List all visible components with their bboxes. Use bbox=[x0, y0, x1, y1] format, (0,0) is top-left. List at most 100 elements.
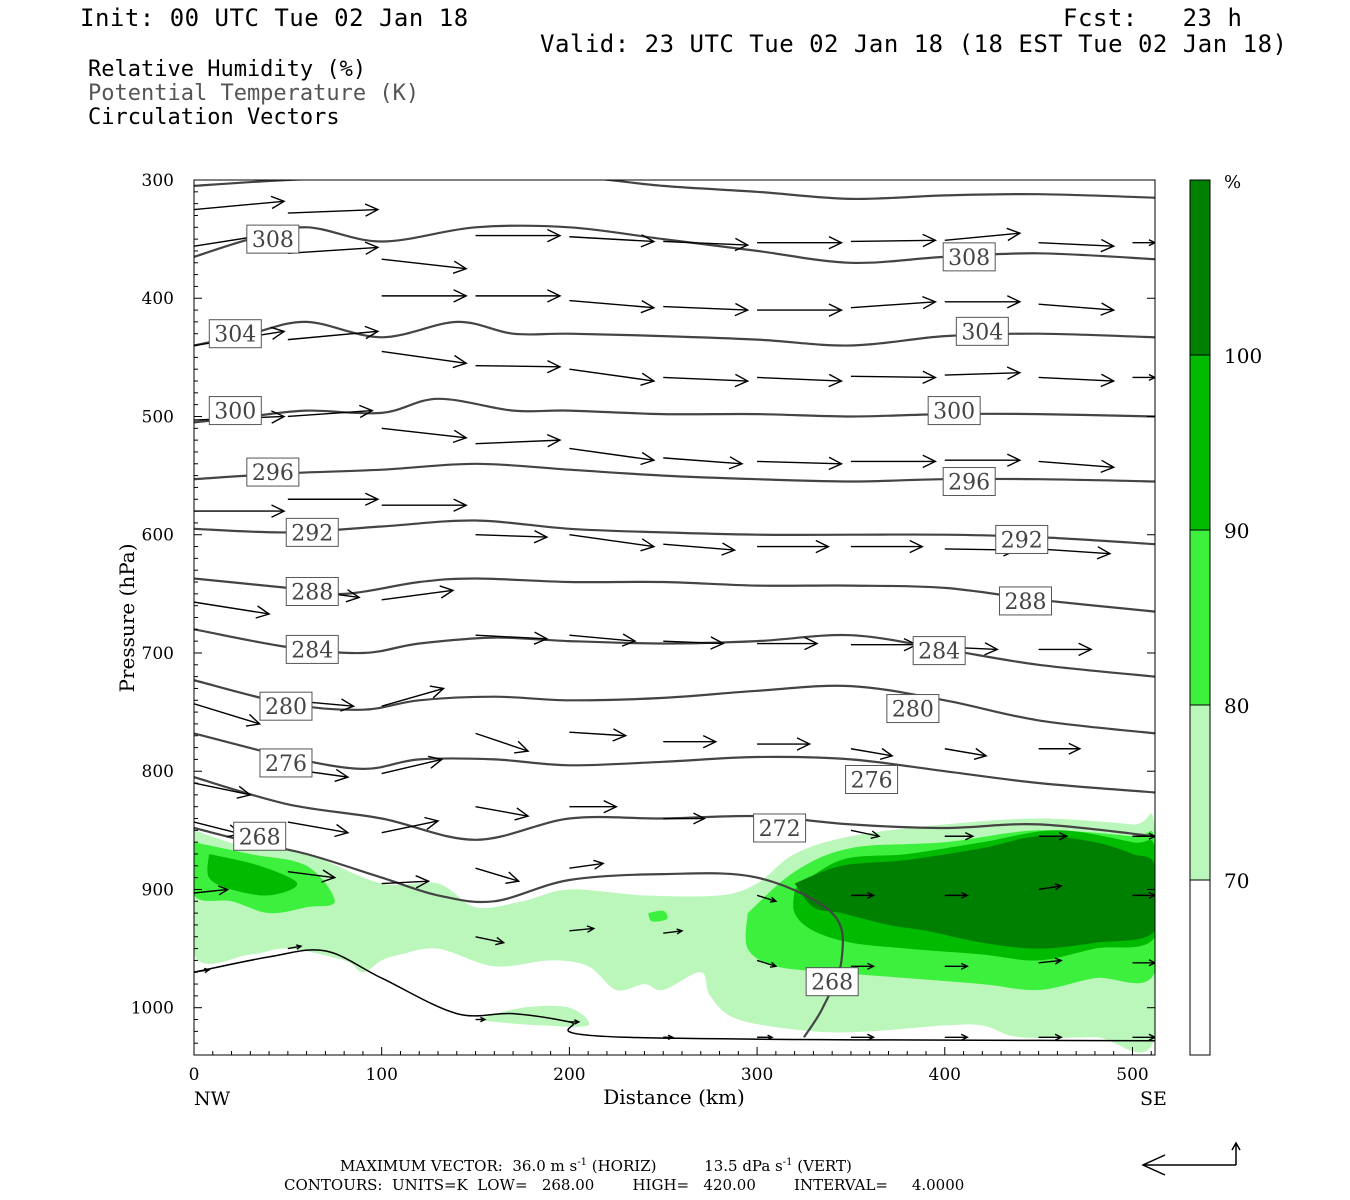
circulation-vector bbox=[569, 234, 656, 248]
reference-vertical-arrowhead bbox=[1231, 1141, 1241, 1151]
contour-label-layer: 308 308 304 304 300 300 296 296 292 292 288 288 284 2… bbox=[208, 224, 1052, 997]
theta-label-box bbox=[955, 316, 1009, 346]
theta-label-text: 296 bbox=[252, 461, 294, 486]
colorbar-segment bbox=[1190, 530, 1210, 705]
circulation-vector bbox=[663, 302, 750, 317]
circulation-vector bbox=[475, 433, 562, 448]
theta-label-text: 284 bbox=[918, 640, 960, 665]
circulation-vector bbox=[850, 637, 919, 652]
circulation-vector bbox=[663, 542, 737, 556]
theta-contour-300 bbox=[194, 397, 1155, 424]
circulation-vector bbox=[475, 228, 562, 243]
circulation-vector bbox=[850, 1033, 876, 1041]
x-end-label-se: SE bbox=[1140, 1088, 1167, 1110]
circulation-vector bbox=[287, 869, 337, 883]
circulation-vector bbox=[1132, 832, 1155, 840]
reference-vector bbox=[1141, 1141, 1241, 1176]
circulation-vector bbox=[757, 235, 844, 250]
theta-label-text: 292 bbox=[291, 521, 333, 546]
circulation-vector bbox=[381, 258, 468, 274]
theta-contour-276 bbox=[194, 732, 1155, 794]
circulation-vector bbox=[287, 821, 350, 838]
circulation-vector bbox=[944, 747, 988, 760]
circulation-vector bbox=[475, 936, 506, 946]
theta-label-box bbox=[285, 517, 339, 547]
circulation-vector bbox=[287, 203, 380, 217]
rh-region-70 bbox=[475, 1005, 590, 1027]
theta-label-304: 304 bbox=[955, 316, 1009, 346]
theta-label-box bbox=[942, 242, 996, 272]
theta-label-box bbox=[805, 967, 859, 997]
colorbar-segment bbox=[1190, 180, 1210, 355]
circulation-vector bbox=[1038, 742, 1082, 755]
circulation-vector bbox=[475, 1016, 487, 1023]
colorbar-label: 100 bbox=[1224, 344, 1262, 368]
theta-label-280: 280 bbox=[886, 694, 940, 724]
circulation-vector bbox=[194, 601, 271, 619]
circulation-vector bbox=[569, 633, 637, 647]
theta-label-text: 276 bbox=[265, 752, 307, 777]
circulation-vector bbox=[569, 299, 656, 314]
theta-contour-292 bbox=[194, 519, 1155, 546]
circulation-vector bbox=[569, 447, 656, 466]
theta-label-284: 284 bbox=[912, 636, 966, 666]
theta-label-box bbox=[998, 586, 1052, 616]
theta-label-272: 272 bbox=[753, 813, 807, 843]
circulation-vector bbox=[1038, 302, 1116, 316]
circulation-vector bbox=[1132, 959, 1155, 967]
circulation-vector bbox=[381, 685, 446, 707]
circulation-vector bbox=[381, 289, 468, 303]
circulation-vector bbox=[850, 829, 881, 839]
circulation-vector bbox=[756, 959, 778, 968]
circulation-vector bbox=[944, 891, 969, 899]
theta-contour-284 bbox=[194, 628, 1155, 678]
circulation-vector bbox=[663, 1034, 675, 1041]
max-vector-exp-vert: -1 bbox=[782, 1157, 793, 1168]
circulation-vector bbox=[569, 799, 618, 814]
theta-contour-304 bbox=[194, 320, 1155, 347]
theta-label-268: 268 bbox=[805, 967, 859, 997]
theta-label-292: 292 bbox=[995, 524, 1049, 554]
colorbar-segment bbox=[1190, 705, 1210, 880]
theta-label-300: 300 bbox=[927, 396, 981, 426]
theta-label-text: 308 bbox=[948, 246, 990, 271]
circulation-vector bbox=[569, 728, 628, 742]
theta-label-text: 304 bbox=[214, 323, 256, 348]
theta-label-text: 268 bbox=[239, 825, 281, 850]
circulation-vector bbox=[381, 427, 468, 444]
legend-potential-temperature: Potential Temperature (K) bbox=[88, 81, 420, 106]
theta-contour-280 bbox=[194, 679, 1155, 735]
theta-label-box bbox=[845, 764, 899, 794]
theta-label-box bbox=[259, 748, 313, 778]
circulation-vector bbox=[757, 373, 844, 388]
circulation-vector bbox=[1038, 957, 1063, 965]
circulation-vector bbox=[850, 233, 938, 248]
circulation-vector bbox=[1132, 239, 1155, 247]
theta-label-box bbox=[285, 576, 339, 606]
circulation-vector bbox=[1038, 238, 1116, 253]
theta-label-276: 276 bbox=[845, 764, 899, 794]
circulation-vector bbox=[569, 534, 656, 552]
circulation-vector bbox=[1132, 891, 1155, 899]
circulation-vector bbox=[287, 404, 374, 419]
circulation-vector bbox=[850, 962, 876, 970]
theta-label-box bbox=[246, 224, 300, 254]
theta-label-box bbox=[995, 524, 1049, 554]
theta-label-box bbox=[912, 636, 966, 666]
theta-label-box bbox=[246, 457, 300, 487]
rh-shading-layer bbox=[194, 813, 1155, 1053]
theta-label-288: 288 bbox=[285, 576, 339, 606]
circulation-vector bbox=[475, 289, 562, 303]
circulation-vector bbox=[663, 928, 684, 935]
circulation-vector bbox=[287, 325, 380, 341]
theta-label-288: 288 bbox=[998, 586, 1052, 616]
theta-label-text: 268 bbox=[811, 971, 853, 996]
circulation-vector bbox=[757, 1034, 774, 1041]
max-vector-exp-horiz: -1 bbox=[577, 1157, 587, 1168]
circulation-vector bbox=[569, 859, 605, 870]
theta-label-text: 292 bbox=[1001, 528, 1043, 553]
circulation-vector bbox=[663, 636, 725, 650]
circulation-vector bbox=[850, 295, 938, 310]
circulation-vector bbox=[569, 368, 656, 386]
circulation-vector bbox=[194, 703, 262, 727]
